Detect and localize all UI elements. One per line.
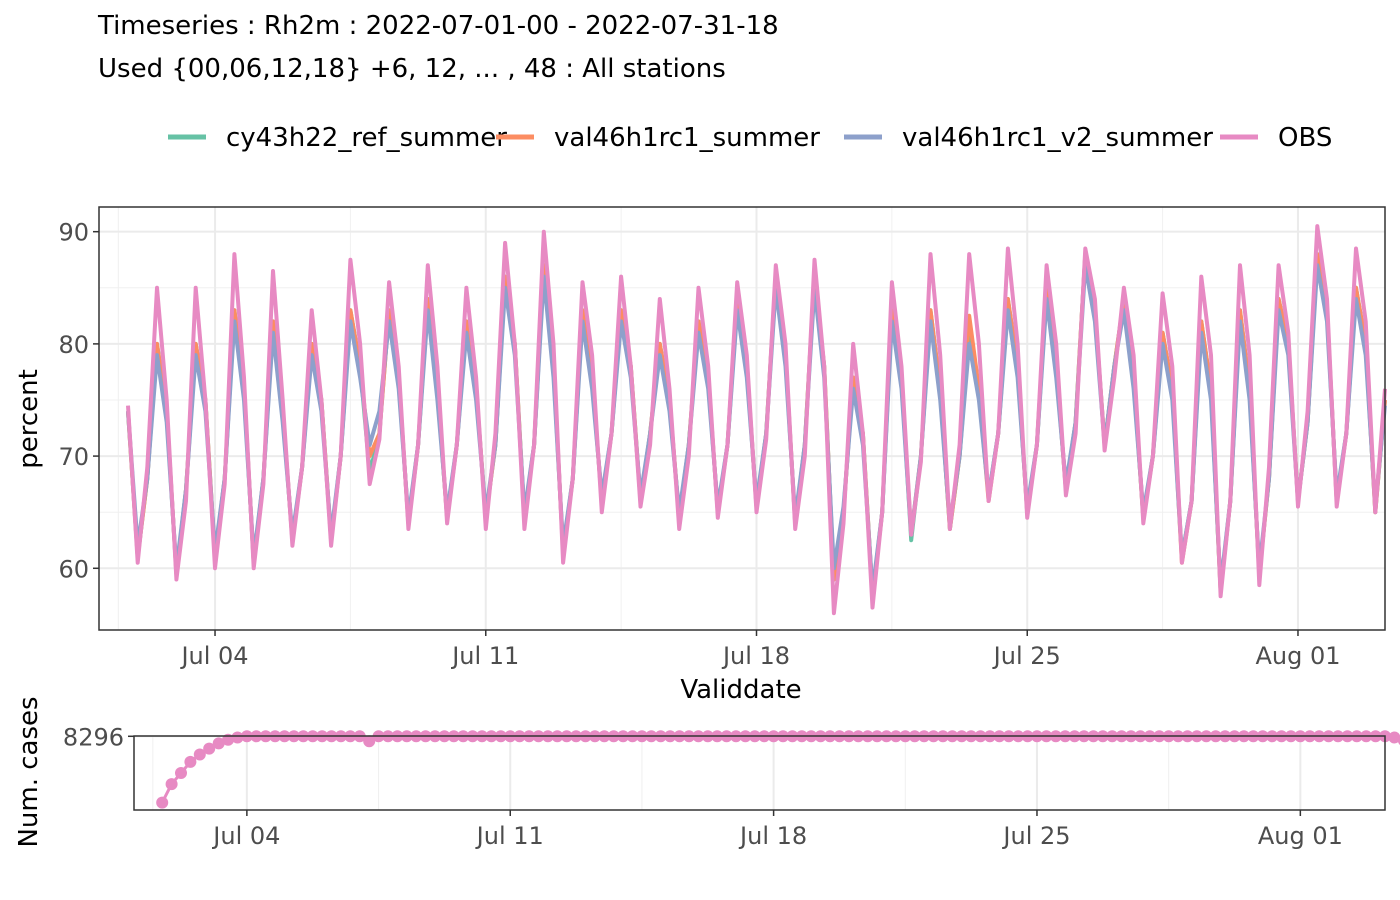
legend-label-3: OBS — [1278, 123, 1332, 153]
legend-label-0: cy43h22_ref_summer — [226, 123, 507, 153]
y-tick-label: 8296 — [63, 723, 124, 751]
data-point — [1388, 731, 1400, 744]
data-point — [156, 796, 169, 809]
count-y-axis-title: Num. cases — [14, 696, 44, 847]
legend-label-2: val46h1rc1_v2_summer — [902, 123, 1213, 153]
x-tick-label: Aug 01 — [1258, 822, 1343, 850]
data-point — [363, 735, 376, 748]
data-point — [231, 731, 244, 744]
legend: cy43h22_ref_summer val46h1rc1_summer val46… — [168, 123, 1332, 153]
x-axis-title: Validdate — [680, 675, 801, 705]
data-point — [1397, 735, 1400, 746]
main-panel: Jul 04 Jul 11 Jul 18 Jul 25 Aug 01 60 70 80 90 — [58, 206, 1387, 670]
chart-title: Timeseries : Rh2m : 2022-07-01-00 - 2022… — [97, 11, 779, 41]
x-tick-label: Jul 18 — [721, 642, 790, 670]
data-point — [184, 755, 197, 768]
y-tick-label: 90 — [58, 219, 89, 247]
data-point — [203, 742, 216, 755]
x-tick-label: Jul 11 — [475, 822, 544, 850]
data-point — [175, 767, 187, 779]
panel-border — [98, 206, 1386, 631]
x-tick-label: Jul 25 — [1001, 822, 1070, 850]
x-tick-label: Jul 04 — [211, 822, 280, 850]
chart-subtitle: Used {00,06,12,18} +6, 12, ... , 48 : Al… — [98, 54, 726, 84]
y-tick-label: 80 — [58, 331, 89, 359]
x-tick-label: Aug 01 — [1255, 642, 1340, 670]
x-tick-label: Jul 11 — [450, 642, 519, 670]
y-tick-label: 70 — [58, 443, 89, 471]
data-point — [212, 737, 225, 750]
x-tick-label: Jul 04 — [179, 642, 248, 670]
x-tick-label: Jul 18 — [738, 822, 807, 850]
count-panel: Jul 04 Jul 11 Jul 18 Jul 25 Aug 01 8296 — [63, 723, 1400, 850]
data-point — [193, 748, 206, 761]
series-line-OBS — [126, 224, 1387, 616]
x-tick-label: Jul 25 — [992, 642, 1061, 670]
y-axis-title: percent — [14, 369, 44, 469]
data-point — [165, 778, 178, 791]
legend-label-1: val46h1rc1_summer — [554, 123, 820, 153]
y-tick-label: 60 — [58, 555, 89, 583]
panel-border — [133, 735, 1386, 811]
series-line-OBS — [160, 734, 1400, 804]
